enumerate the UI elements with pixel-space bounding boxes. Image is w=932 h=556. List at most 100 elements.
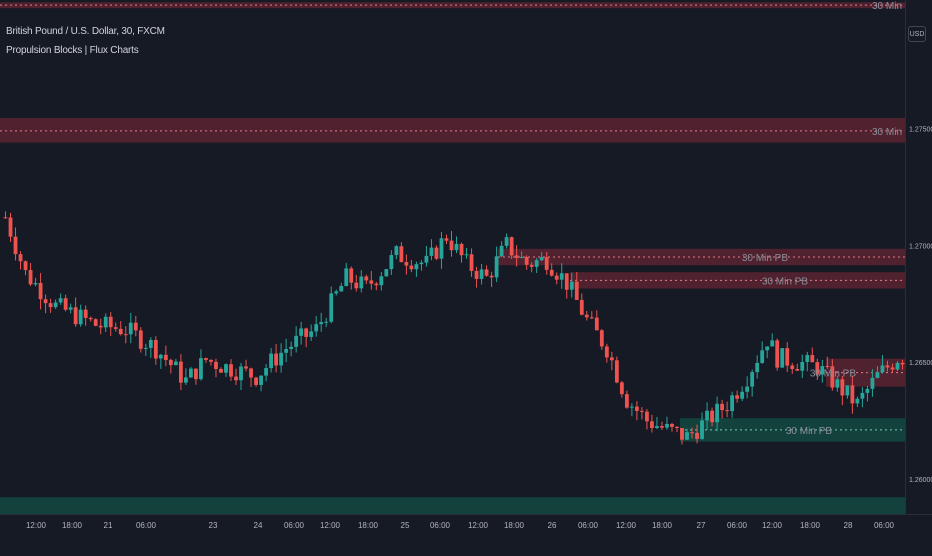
candle-body (289, 346, 294, 349)
candle-body (354, 282, 359, 289)
candle-body (244, 366, 248, 369)
candle-body (38, 282, 43, 300)
time-axis[interactable]: 12:00 18:00 21 06:00 23 24 06:00 12:00 18:00 25 06… (0, 514, 932, 550)
candle-body (554, 275, 559, 280)
candle-body (178, 361, 183, 383)
candle-body (404, 262, 409, 266)
candle-body (845, 385, 850, 396)
candle-body (173, 361, 178, 366)
price-tick: 1.27000 (909, 243, 932, 250)
time-tick: 06:00 (727, 521, 748, 530)
candle-body (629, 406, 634, 408)
time-tick: 12:00 (320, 521, 341, 530)
candle-body (78, 309, 83, 325)
candle-body (209, 359, 213, 362)
candle-body (650, 421, 654, 429)
candle-body (675, 426, 679, 428)
candle-body (409, 265, 414, 270)
candle-body (790, 365, 795, 369)
candle-body (284, 348, 289, 353)
candle-body (314, 324, 319, 332)
candle-body (23, 261, 28, 271)
candle-body (123, 334, 128, 336)
candle-body (459, 243, 464, 256)
candle-body (885, 365, 890, 368)
price-axis[interactable]: 1.27500 1.27000 1.26500 1.26000 (905, 0, 932, 514)
candle-body (118, 328, 123, 335)
candle-body (48, 303, 53, 308)
candle-body (204, 358, 208, 360)
candle-body (509, 237, 514, 256)
candle-body (524, 256, 529, 265)
candle-body (700, 420, 704, 439)
block-zone (570, 272, 905, 289)
candle-body (439, 238, 444, 259)
candle-body (750, 372, 755, 387)
time-tick: 18:00 (358, 521, 379, 530)
candle-body (544, 257, 549, 270)
candle-body (138, 330, 143, 349)
candle-body (234, 376, 238, 381)
candle-body (53, 302, 58, 308)
candle-body (880, 365, 885, 373)
candle-body (710, 410, 714, 423)
candle-body (775, 340, 780, 368)
candle-body (464, 254, 469, 256)
time-tick: 06:00 (136, 521, 157, 530)
candle-body (539, 257, 544, 261)
block-label: 30 Min (872, 127, 902, 138)
candle-body (419, 262, 424, 265)
candle-body (840, 379, 845, 396)
time-tick: 18:00 (800, 521, 821, 530)
price-chart[interactable]: 30 Min 30 Min 30 Min PB 30 Min PB 30 Min PB 3… (0, 0, 905, 514)
candle-body (98, 325, 103, 328)
candle-body (259, 375, 263, 385)
candle-body (18, 254, 23, 262)
block-zone (0, 117, 905, 143)
symbol-title[interactable]: British Pound / U.S. Dollar, 30, FXCM (6, 26, 165, 37)
candle-body (825, 366, 830, 368)
candle-body (13, 236, 18, 255)
candle-body (334, 291, 339, 294)
candle-body (359, 276, 364, 289)
currency-button[interactable]: USD (908, 26, 926, 42)
candle-body (113, 327, 118, 329)
candle-body (835, 379, 840, 388)
time-tick: 26 (548, 521, 557, 530)
candle-body (479, 269, 484, 279)
candle-body (755, 362, 760, 373)
candle-body (795, 368, 800, 371)
candle-body (820, 366, 825, 375)
candle-body (153, 340, 158, 359)
time-tick: 06:00 (430, 521, 451, 530)
candle-body (609, 357, 614, 361)
indicator-title[interactable]: Propulsion Blocks | Flux Charts (6, 45, 139, 56)
time-tick: 18:00 (652, 521, 673, 530)
candle-body (640, 410, 644, 412)
candle-body (574, 281, 579, 300)
candle-body (214, 361, 218, 369)
candle-body (474, 270, 479, 279)
candle-body (33, 282, 38, 285)
candle-body (254, 377, 258, 385)
candle-body (890, 367, 895, 370)
candles (3, 211, 905, 445)
candle-body (810, 355, 815, 363)
candle-body (785, 348, 790, 366)
time-tick: 21 (104, 521, 113, 530)
candle-body (264, 368, 268, 376)
candle-body (103, 316, 108, 328)
candle-body (309, 331, 314, 337)
candle-body (249, 368, 253, 378)
candle-body (780, 348, 785, 368)
candle-body (504, 237, 509, 246)
candle-body (860, 392, 865, 399)
candle-body (364, 276, 369, 281)
candle-body (549, 269, 554, 276)
time-tick: 27 (697, 521, 706, 530)
candle-body (529, 264, 534, 267)
candle-body (143, 347, 148, 349)
candle-body (800, 361, 805, 371)
candle-body (224, 364, 228, 373)
